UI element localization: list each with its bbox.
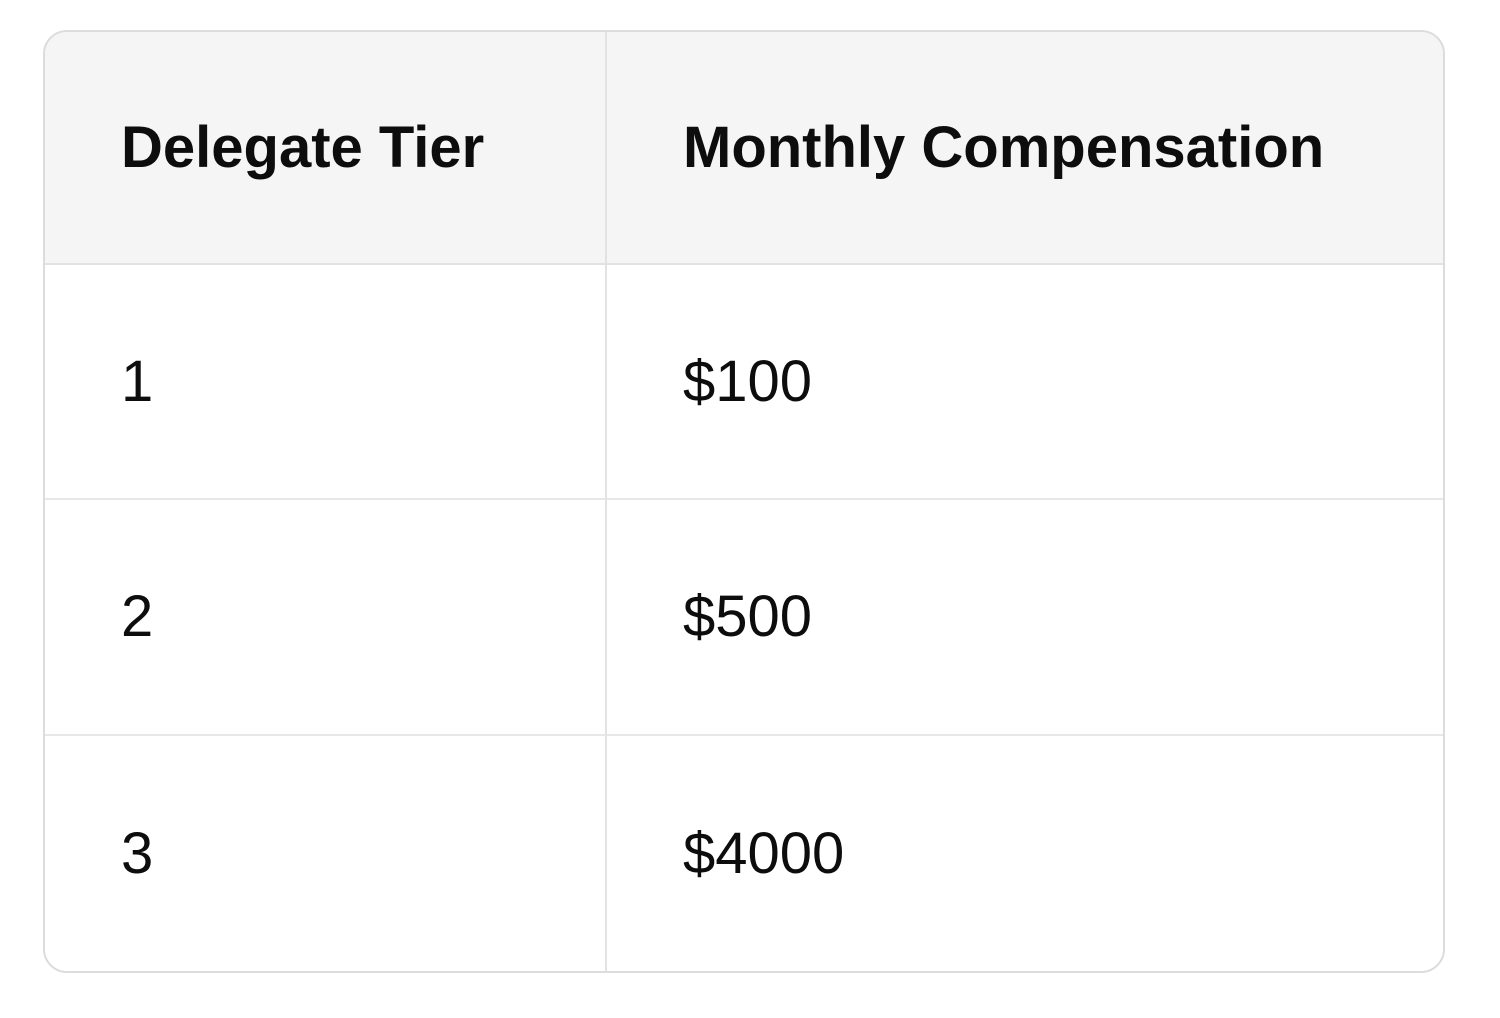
compensation-value: $500 xyxy=(683,584,813,650)
compensation-table: Delegate Tier Monthly Compensation 1 $10… xyxy=(43,30,1445,973)
compensation-value: $4000 xyxy=(683,820,845,886)
table-row-2-tier-cell: 2 xyxy=(45,500,607,736)
tier-value: 2 xyxy=(121,584,154,650)
tier-value: 1 xyxy=(121,349,154,415)
header-label-delegate-tier: Delegate Tier xyxy=(121,115,485,180)
header-cell-monthly-compensation: Monthly Compensation xyxy=(607,32,1443,265)
table-row-2-compensation-cell: $500 xyxy=(607,500,1443,736)
table-row-1-compensation-cell: $100 xyxy=(607,265,1443,501)
table-row-3-tier-cell: 3 xyxy=(45,735,607,971)
compensation-value: $100 xyxy=(683,349,813,415)
table-row-1-tier-cell: 1 xyxy=(45,265,607,501)
header-cell-delegate-tier: Delegate Tier xyxy=(45,32,607,265)
tier-value: 3 xyxy=(121,820,154,886)
table-row-3-compensation-cell: $4000 xyxy=(607,735,1443,971)
header-label-monthly-compensation: Monthly Compensation xyxy=(683,115,1325,180)
